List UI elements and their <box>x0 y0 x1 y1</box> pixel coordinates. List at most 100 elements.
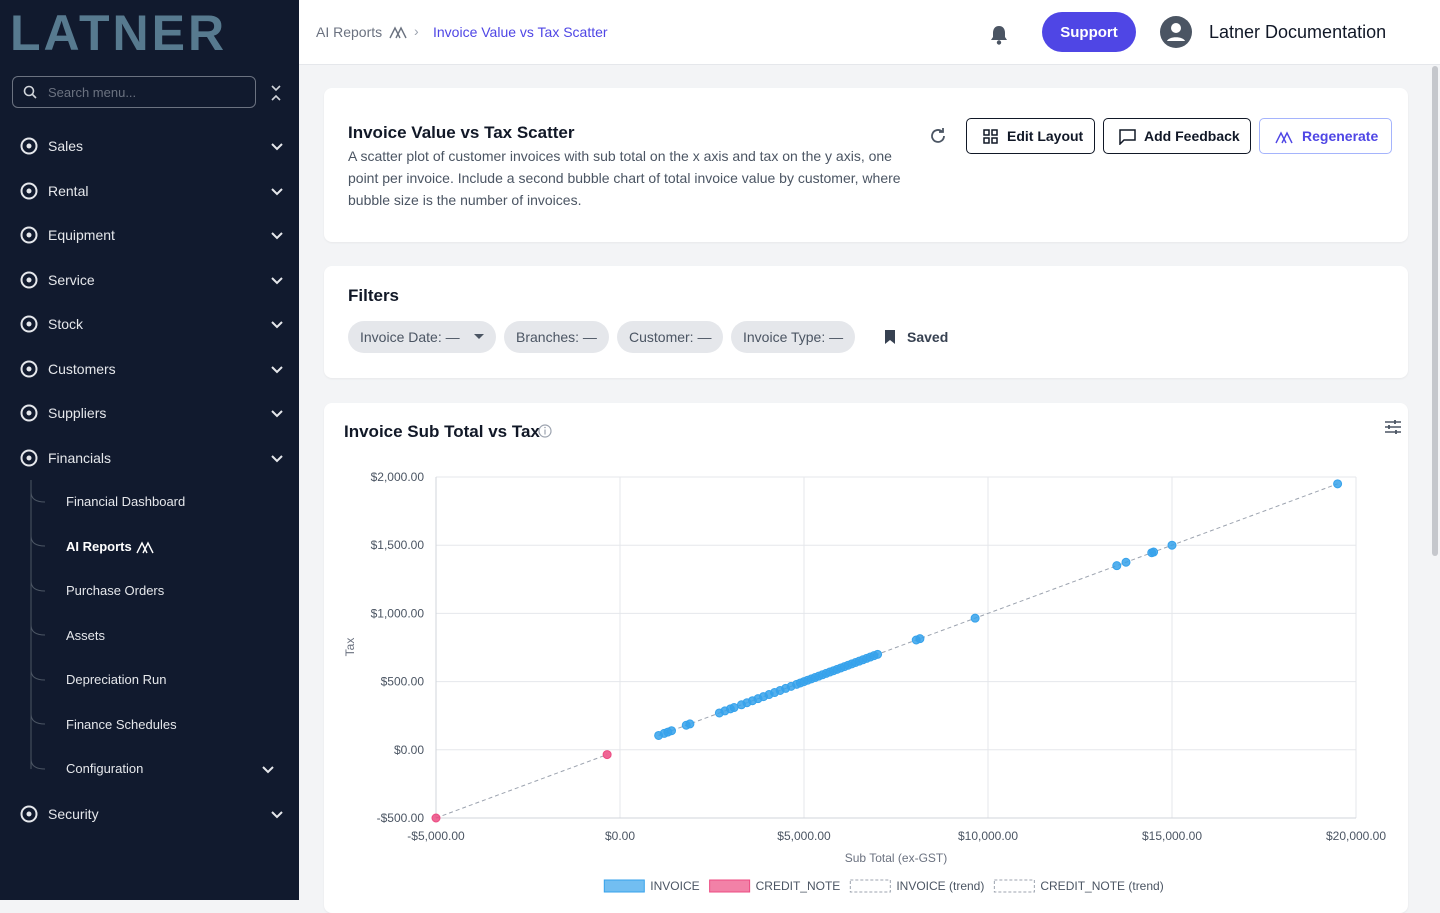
icon-shape <box>26 188 32 194</box>
data-point <box>1333 479 1343 489</box>
filter-chip[interactable]: Invoice Type: — <box>731 321 856 353</box>
icon-shape <box>20 271 38 289</box>
ai-icon <box>136 541 154 554</box>
saved-label: Saved <box>907 329 949 345</box>
search-box[interactable]: Search menu... <box>12 76 256 108</box>
x-axis-label: Sub Total (ex-GST) <box>845 851 947 865</box>
nav-item[interactable]: Security <box>48 806 99 822</box>
add-feedback-button[interactable]: Add Feedback <box>1103 118 1251 154</box>
filters-title: Filters <box>348 286 400 305</box>
chevron[interactable] <box>271 321 283 329</box>
chevron[interactable] <box>262 766 274 774</box>
chevron[interactable] <box>271 277 283 285</box>
nav-icon <box>20 271 38 289</box>
chevron-path <box>271 277 283 285</box>
scrollbar[interactable] <box>1432 66 1438 556</box>
refresh-icon[interactable] <box>929 127 947 145</box>
chevron[interactable] <box>271 410 283 418</box>
chevron[interactable] <box>271 455 283 463</box>
report-card: Invoice Value vs Tax Scatter A scatter p… <box>324 88 1408 242</box>
nav-icon <box>20 226 38 244</box>
icon-shape <box>26 277 32 283</box>
filter-chip[interactable]: Customer: — <box>617 321 724 353</box>
legend-swatch <box>849 879 891 893</box>
icon-shape <box>20 449 38 467</box>
data-point <box>667 726 677 736</box>
y-tick-label: $1,500.00 <box>371 538 425 552</box>
data-point <box>970 613 980 623</box>
support-button[interactable]: Support <box>1042 12 1136 52</box>
filter-chip[interactable]: Branches: — <box>504 321 609 353</box>
button-label: Add Feedback <box>1144 128 1240 144</box>
nav-item[interactable]: Customers <box>48 361 116 377</box>
chevron[interactable] <box>271 143 283 151</box>
nav-item[interactable]: Sales <box>48 138 84 154</box>
settings-icon[interactable] <box>1384 419 1402 435</box>
nav-icon <box>20 404 38 422</box>
regenerate-button[interactable]: Regenerate <box>1259 118 1392 154</box>
x-tick-label: $20,000.00 <box>1326 829 1386 843</box>
chevron-path <box>271 321 283 329</box>
chevron[interactable] <box>271 366 283 374</box>
sub-nav-item[interactable]: AI Reports <box>66 539 132 554</box>
info-icon[interactable] <box>538 424 552 438</box>
sub-nav-item[interactable]: Financial Dashboard <box>66 494 186 509</box>
nav-icon <box>20 315 38 333</box>
y-tick-label: $1,000.00 <box>371 606 425 620</box>
nav-item[interactable]: Suppliers <box>48 405 107 421</box>
ai-icon <box>1275 131 1293 144</box>
icon-shape <box>885 330 895 344</box>
edit-layout-button[interactable]: Edit Layout <box>966 118 1095 154</box>
icon-shape <box>26 811 32 817</box>
chevron[interactable] <box>271 811 283 819</box>
nav-item[interactable]: Stock <box>48 316 84 332</box>
dropdown-icon <box>473 334 484 339</box>
button-label: Regenerate <box>1302 128 1379 144</box>
x-tick-label: $5,000.00 <box>777 829 831 843</box>
sub-nav-item[interactable]: Finance Schedules <box>66 717 177 732</box>
bell-icon[interactable] <box>989 24 1009 46</box>
data-point <box>1149 547 1159 557</box>
icon-shape <box>20 182 38 200</box>
data-point <box>685 719 695 729</box>
report-description: A scatter plot of customer invoices with… <box>348 148 901 208</box>
icon-shape <box>26 143 32 149</box>
y-tick-label: $500.00 <box>381 675 425 689</box>
avatar[interactable] <box>1160 16 1192 48</box>
filter-chip[interactable]: Invoice Date: — <box>348 321 496 353</box>
nav-icon <box>20 449 38 467</box>
chevron-path <box>271 232 283 240</box>
chevron-path <box>271 455 283 463</box>
breadcrumb-root[interactable]: AI Reports <box>316 24 383 40</box>
ai-icon <box>389 26 407 39</box>
sub-nav-item[interactable]: Purchase Orders <box>66 583 165 598</box>
button-label: Edit Layout <box>1007 128 1084 144</box>
chevron[interactable] <box>271 188 283 196</box>
sub-nav-item[interactable]: Depreciation Run <box>66 672 167 687</box>
user-name[interactable]: Latner Documentation <box>1209 22 1387 42</box>
sub-nav-item[interactable]: Assets <box>66 628 106 643</box>
chevron[interactable] <box>271 232 283 240</box>
icon-shape <box>20 360 38 378</box>
trend-line <box>435 754 608 819</box>
data-point <box>431 813 441 823</box>
data-point <box>729 703 739 713</box>
nav-item[interactable]: Rental <box>48 183 89 199</box>
sub-nav-item[interactable]: Configuration <box>66 761 144 776</box>
icon-shape <box>26 410 32 416</box>
collapse-icon[interactable] <box>270 84 282 102</box>
icon-shape <box>473 334 484 339</box>
data-point <box>915 634 925 644</box>
x-tick-label: $10,000.00 <box>958 829 1018 843</box>
icon-shape <box>20 226 38 244</box>
logo: LATNER <box>10 5 228 61</box>
legend-label: CREDIT_NOTE (trend) <box>1040 879 1163 893</box>
legend: INVOICE CREDIT_NOTE INVOICE (trend) CREDIT_… <box>603 879 1164 893</box>
chevron-path <box>271 811 283 819</box>
bookmark-icon <box>885 330 895 344</box>
nav-item[interactable]: Equipment <box>48 227 115 243</box>
icon-shape <box>136 541 154 554</box>
nav-item[interactable]: Financials <box>48 450 112 466</box>
nav-item[interactable]: Service <box>48 272 95 288</box>
